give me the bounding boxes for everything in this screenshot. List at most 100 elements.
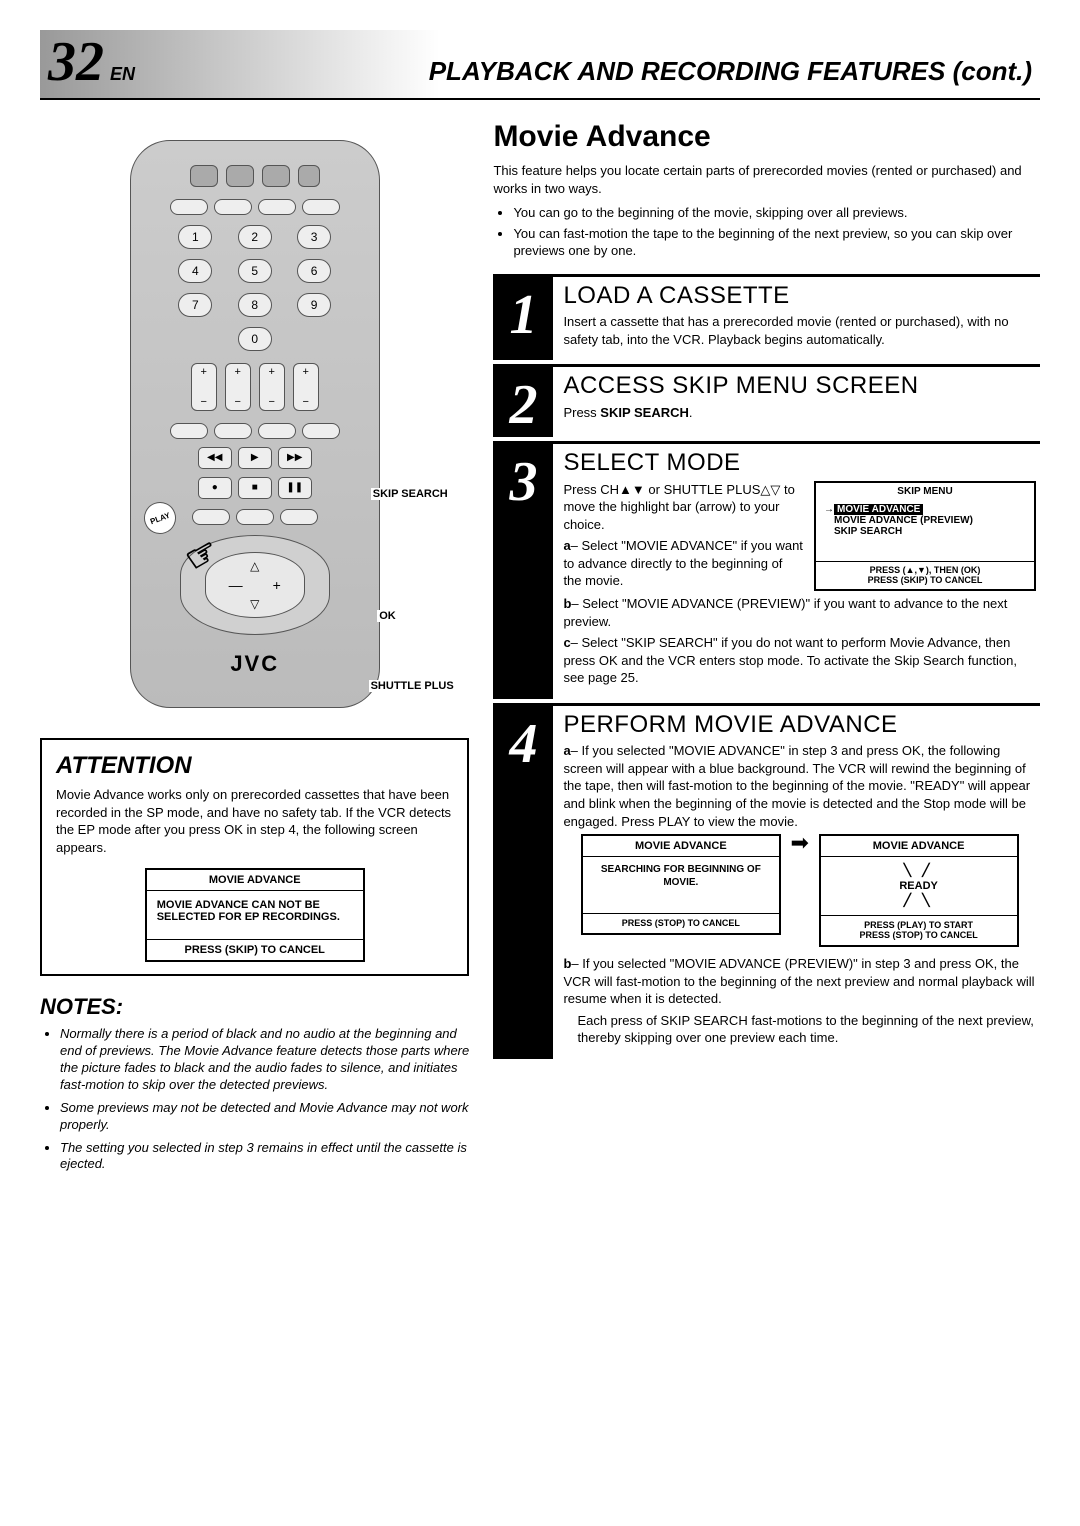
step-sub-b-extra: Each press of SKIP SEARCH fast-motions t… [563, 1012, 1036, 1047]
remote-oval-btn [192, 509, 230, 525]
step-sub-a: a– If you selected "MOVIE ADVANCE" in st… [563, 742, 1036, 830]
remote-oval-btn [214, 423, 252, 439]
down-icon: ▽ [250, 597, 259, 611]
step-sub-a: a– Select "MOVIE ADVANCE" if you want to… [563, 537, 804, 590]
osd-footer-line: PRESS (▲,▼), THEN (OK) [819, 565, 1031, 576]
remote-num-9: 9 [297, 293, 331, 317]
remote-num-8: 8 [238, 293, 272, 317]
remote-oval-btn [170, 199, 208, 215]
page-header: 32 EN PLAYBACK AND RECORDING FEATURES (c… [40, 30, 1040, 100]
step-number: 1 [493, 277, 553, 360]
arrow-icon: ➡ [789, 830, 811, 856]
osd-line: SKIP SEARCH [824, 526, 1026, 537]
remote-rocker: +− [293, 363, 319, 411]
osd-footer-line: PRESS (STOP) TO CANCEL [825, 930, 1013, 941]
step-title: SELECT MODE [563, 450, 1036, 476]
osd-ready: MOVIE ADVANCE ╲ ╱ READY ╱ ╲ PRESS (PLAY)… [819, 834, 1019, 947]
ready-text: READY [829, 879, 1009, 893]
osd-body: MOVIE ADVANCE CAN NOT BE SELECTED FOR EP… [147, 891, 363, 939]
remote-num-4: 4 [178, 259, 212, 283]
step-number: 2 [493, 367, 553, 437]
remote-oval-btn [258, 423, 296, 439]
remote-num-0: 0 [238, 327, 272, 351]
step-sub-c: c– Select "SKIP SEARCH" if you do not wa… [563, 634, 1036, 687]
remote-oval-btn [280, 509, 318, 525]
step-number: 4 [493, 706, 553, 1059]
step-2: 2 ACCESS SKIP MENU SCREEN Press SKIP SEA… [493, 364, 1040, 437]
osd-skip-menu: SKIP MENU →MOVIE ADVANCE MOVIE ADVANCE (… [814, 481, 1036, 592]
feature-intro: This feature helps you locate certain pa… [493, 162, 1040, 197]
callout-skip-search: SKIP SEARCH [371, 488, 450, 500]
rewind-icon: ◀◀ [198, 447, 232, 469]
notes-section: NOTES: Normally there is a period of bla… [40, 994, 469, 1173]
section-title: PLAYBACK AND RECORDING FEATURES (cont.) [429, 56, 1032, 87]
play-icon: ▶ [238, 447, 272, 469]
page-language: EN [110, 64, 135, 85]
step-title: LOAD A CASSETTE [563, 283, 1036, 309]
note-item: The setting you selected in step 3 remai… [60, 1140, 469, 1174]
remote-top-btn [226, 165, 254, 187]
note-item: Some previews may not be detected and Mo… [60, 1100, 469, 1134]
feature-title: Movie Advance [493, 120, 1040, 154]
remote-oval-btn [302, 423, 340, 439]
pause-icon: ❚❚ [278, 477, 312, 499]
step-number: 3 [493, 444, 553, 699]
osd-footer: PRESS (SKIP) TO CANCEL [147, 939, 363, 960]
step-3: 3 SELECT MODE Press CH▲▼ or SHUTTLE PLUS… [493, 441, 1040, 699]
attention-text: Movie Advance works only on prerecorded … [56, 786, 453, 856]
remote-oval-btn [302, 199, 340, 215]
remote-num-1: 1 [178, 225, 212, 249]
up-icon: △ [250, 559, 259, 573]
remote-oval-btn [236, 509, 274, 525]
remote-num-6: 6 [297, 259, 331, 283]
step-text: Press SKIP SEARCH. [563, 404, 1036, 422]
step-title: PERFORM MOVIE ADVANCE [563, 712, 1036, 738]
blink-icon: ╲ ╱ [829, 863, 1009, 879]
intro-list-item: You can go to the beginning of the movie… [513, 205, 1040, 222]
intro-list-item: You can fast-motion the tape to the begi… [513, 226, 1040, 260]
note-item: Normally there is a period of black and … [60, 1026, 469, 1094]
osd-ep-error: MOVIE ADVANCE MOVIE ADVANCE CAN NOT BE S… [145, 868, 365, 962]
osd-footer-line: PRESS (PLAY) TO START [825, 920, 1013, 931]
attention-title: ATTENTION [56, 752, 453, 780]
step-text: Insert a cassette that has a prerecorded… [563, 313, 1036, 348]
remote-top-btn [190, 165, 218, 187]
step-title: ACCESS SKIP MENU SCREEN [563, 373, 1036, 399]
page-number: 32 [48, 30, 104, 94]
remote-num-7: 7 [178, 293, 212, 317]
osd-header: SKIP MENU [816, 483, 1034, 500]
osd-line-highlighted: MOVIE ADVANCE [834, 504, 923, 515]
step-sub-b: b– Select "MOVIE ADVANCE (PREVIEW)" if y… [563, 595, 1036, 630]
fast-forward-icon: ▶▶ [278, 447, 312, 469]
record-icon: ● [198, 477, 232, 499]
callout-shuttle-plus: SHUTTLE PLUS [369, 680, 456, 692]
notes-title: NOTES: [40, 994, 469, 1020]
remote-num-2: 2 [238, 225, 272, 249]
step-4: 4 PERFORM MOVIE ADVANCE a– If you select… [493, 703, 1040, 1059]
callout-ok: OK [377, 610, 398, 622]
remote-rocker: +− [259, 363, 285, 411]
remote-oval-btn [258, 199, 296, 215]
brand-label: JVC [149, 651, 361, 677]
osd-title: MOVIE ADVANCE [821, 836, 1017, 857]
attention-box: ATTENTION Movie Advance works only on pr… [40, 738, 469, 976]
remote-top-btn [262, 165, 290, 187]
remote-rocker: +− [191, 363, 217, 411]
osd-title: MOVIE ADVANCE [583, 836, 779, 857]
remote-num-3: 3 [297, 225, 331, 249]
step-sub-b: b– If you selected "MOVIE ADVANCE (PREVI… [563, 955, 1036, 1008]
remote-num-5: 5 [238, 259, 272, 283]
osd-footer-line: PRESS (SKIP) TO CANCEL [819, 575, 1031, 586]
osd-title: MOVIE ADVANCE [147, 870, 363, 891]
remote-top-btn [298, 165, 320, 187]
osd-footer: PRESS (STOP) TO CANCEL [583, 913, 779, 933]
step-text: Press CH▲▼ or SHUTTLE PLUS△▽ to move the… [563, 481, 804, 534]
stop-icon: ■ [238, 477, 272, 499]
osd-searching: MOVIE ADVANCE SEARCHING FOR BEGINNING OF… [581, 834, 781, 935]
remote-oval-btn [170, 423, 208, 439]
remote-oval-btn [214, 199, 252, 215]
blink-icon: ╱ ╲ [829, 893, 1009, 909]
osd-body: SEARCHING FOR BEGINNING OF MOVIE. [583, 857, 779, 913]
remote-diagram: 1 2 3 4 5 6 7 8 9 0 +− +− +− + [130, 140, 380, 708]
osd-line: MOVIE ADVANCE (PREVIEW) [824, 515, 1026, 526]
